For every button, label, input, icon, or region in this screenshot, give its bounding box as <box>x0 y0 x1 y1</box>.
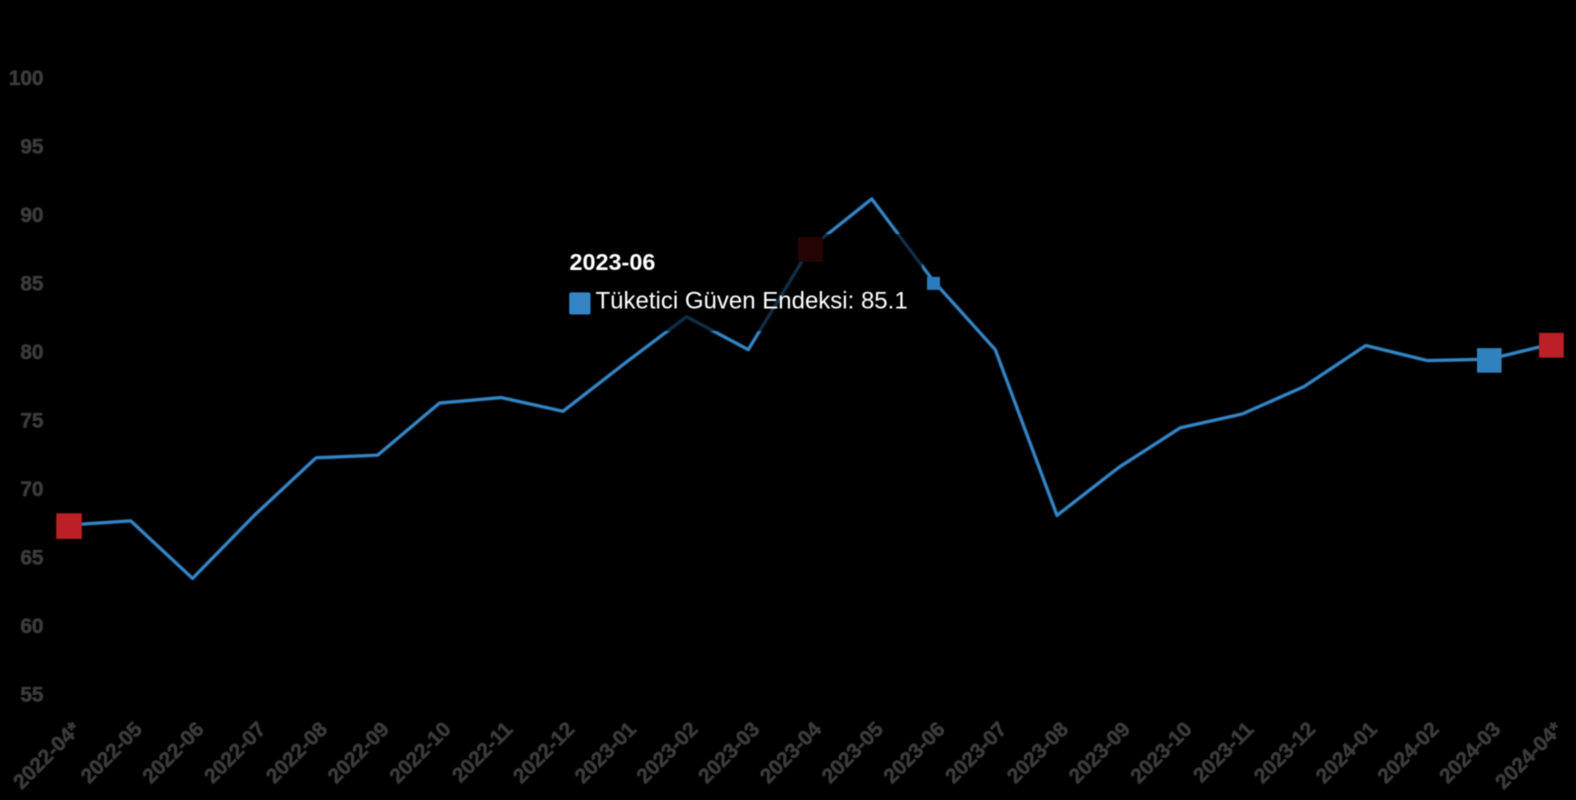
svg-text:Tüketici Güven Endeksi: 85.1: Tüketici Güven Endeksi: 85.1 <box>596 287 908 314</box>
svg-text:2023-05: 2023-05 <box>818 718 888 788</box>
svg-text:2023-06: 2023-06 <box>879 718 949 788</box>
svg-text:60: 60 <box>20 615 43 638</box>
svg-text:2023-08: 2023-08 <box>1003 718 1073 788</box>
svg-text:2023-12: 2023-12 <box>1250 718 1320 788</box>
svg-text:70: 70 <box>20 478 43 501</box>
svg-text:2023-06: 2023-06 <box>570 249 656 275</box>
svg-text:2022-04*: 2022-04* <box>9 717 86 794</box>
svg-text:2022-07: 2022-07 <box>200 718 270 788</box>
svg-text:100: 100 <box>9 67 44 90</box>
svg-text:95: 95 <box>20 135 43 158</box>
svg-text:2022-06: 2022-06 <box>138 718 208 788</box>
svg-text:65: 65 <box>20 546 43 569</box>
svg-text:80: 80 <box>20 341 43 364</box>
svg-text:2023-04: 2023-04 <box>756 717 827 788</box>
svg-text:2022-08: 2022-08 <box>262 718 332 788</box>
svg-text:2022-12: 2022-12 <box>509 718 579 788</box>
svg-text:75: 75 <box>20 409 43 432</box>
svg-text:2022-05: 2022-05 <box>77 718 147 788</box>
svg-text:2023-02: 2023-02 <box>632 718 702 788</box>
svg-text:2024-01: 2024-01 <box>1312 718 1382 788</box>
svg-text:2024-04*: 2024-04* <box>1491 717 1568 794</box>
svg-text:2023-07: 2023-07 <box>941 718 1011 788</box>
svg-text:2023-03: 2023-03 <box>694 718 764 788</box>
svg-text:2023-11: 2023-11 <box>1189 718 1258 787</box>
svg-text:2023-01: 2023-01 <box>571 718 641 788</box>
svg-text:2022-10: 2022-10 <box>385 718 455 788</box>
svg-text:2023-10: 2023-10 <box>1126 718 1196 788</box>
svg-text:2023-09: 2023-09 <box>1065 718 1135 788</box>
svg-text:90: 90 <box>20 204 43 227</box>
svg-text:55: 55 <box>20 683 43 706</box>
svg-text:2022-09: 2022-09 <box>324 718 394 788</box>
svg-text:85: 85 <box>20 272 43 295</box>
svg-text:2024-02: 2024-02 <box>1373 718 1443 788</box>
svg-text:2022-11: 2022-11 <box>448 718 517 787</box>
